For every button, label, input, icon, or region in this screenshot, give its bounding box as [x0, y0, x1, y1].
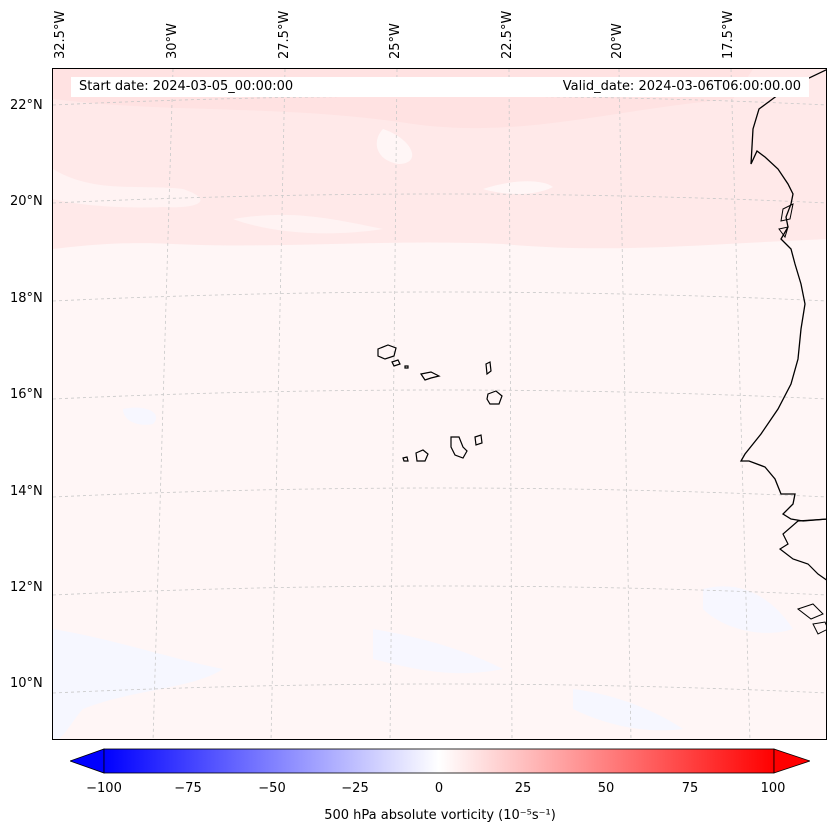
vorticity-map [53, 69, 826, 739]
african-coastline [739, 69, 826, 522]
island-santiago [450, 436, 468, 459]
island-fogo [415, 449, 429, 462]
gridline-lat-16N [53, 389, 826, 400]
lon-label-30W: 30°W [165, 23, 180, 59]
map-panel: Start date: 2024-03-05_00:00:00 Valid_da… [52, 68, 827, 740]
island-brava [402, 456, 409, 462]
positive-vorticity-band [53, 69, 826, 249]
colorbar-tick: 75 [681, 781, 699, 796]
cabo-verde-islands [377, 344, 503, 462]
negative-vorticity-patch-4 [703, 586, 793, 633]
colorbar-tick: 50 [597, 781, 615, 796]
island-santa-luzia [404, 365, 409, 369]
lon-label-27.5W: 27.5°W [277, 10, 292, 59]
coastline-bijagos [796, 603, 826, 635]
negative-vorticity-patch [53, 629, 223, 739]
gridline-lat-12N [53, 585, 826, 596]
island-maio [474, 434, 483, 446]
lon-label-17.5W: 17.5°W [721, 10, 736, 59]
lon-label-25W: 25°W [388, 23, 403, 59]
colorbar-tick: 25 [514, 781, 532, 796]
colorbar-tick: −25 [341, 781, 369, 796]
lat-label-10N: 10°N [10, 676, 43, 691]
lon-label-22.5W: 22.5°W [500, 10, 515, 59]
lat-label-16N: 16°N [10, 387, 43, 402]
colorbar-label: 500 hPa absolute vorticity (10⁻⁵s⁻¹) [324, 808, 556, 823]
negative-vorticity-patch-5 [123, 407, 157, 425]
gridline-lat-22N [53, 95, 826, 106]
colorbar-tick: 100 [760, 781, 786, 796]
colorbar-tick: −75 [174, 781, 202, 796]
lon-label-32.5W: 32.5°W [53, 10, 68, 59]
weak-zone-patch-4 [233, 214, 383, 234]
lat-label-22N: 22°N [10, 98, 43, 113]
gridline-lon-25W [389, 69, 398, 739]
gridline-lat-18N [53, 291, 826, 302]
gridline-lon-20W [618, 69, 632, 739]
colorbar-tick: −50 [258, 781, 286, 796]
weak-zone-patch-2 [376, 129, 413, 164]
weak-zone-patch-3 [483, 181, 553, 194]
island-sao-vicente [391, 359, 401, 367]
negative-vorticity-patch-2 [373, 629, 503, 674]
lon-label-20W: 20°W [610, 23, 625, 59]
start-date-label: Start date: 2024-03-05_00:00:00 [79, 79, 294, 94]
gridline-lon-22.5W [508, 69, 513, 739]
lat-label-20N: 20°N [10, 194, 43, 209]
graticule [53, 69, 826, 739]
colorbar [70, 748, 810, 774]
valid-date-label: Valid_date: 2024-03-06T06:00:00.00 [562, 79, 801, 94]
colorbar-tick: 0 [434, 781, 444, 796]
coastline-guinea-bissau [778, 518, 826, 581]
gridline-lon-17.5W [730, 69, 751, 739]
colorbar-body [103, 748, 775, 774]
gridline-lon-30W [152, 69, 174, 739]
island-boa-vista [486, 390, 503, 405]
island-santo-antao [377, 344, 397, 360]
island-sao-nicolau [420, 371, 441, 381]
island-sal [485, 361, 492, 376]
date-info-bar: Start date: 2024-03-05_00:00:00 Valid_da… [71, 77, 809, 97]
coastline-islands-north [778, 203, 794, 239]
gridline-lat-14N [53, 487, 826, 498]
negative-vorticity-patch-3 [573, 689, 683, 731]
gridline-lat-10N [53, 683, 826, 694]
weak-zone-patch [53, 169, 201, 208]
colorbar-extend-high [773, 748, 810, 774]
colorbar-tick: −100 [86, 781, 122, 796]
lat-label-18N: 18°N [10, 291, 43, 306]
colorbar-extend-low [70, 748, 105, 774]
lat-label-12N: 12°N [10, 580, 43, 595]
lat-label-14N: 14°N [10, 484, 43, 499]
gridline-lon-27.5W [270, 69, 286, 739]
gridline-lat-20N [53, 193, 826, 204]
